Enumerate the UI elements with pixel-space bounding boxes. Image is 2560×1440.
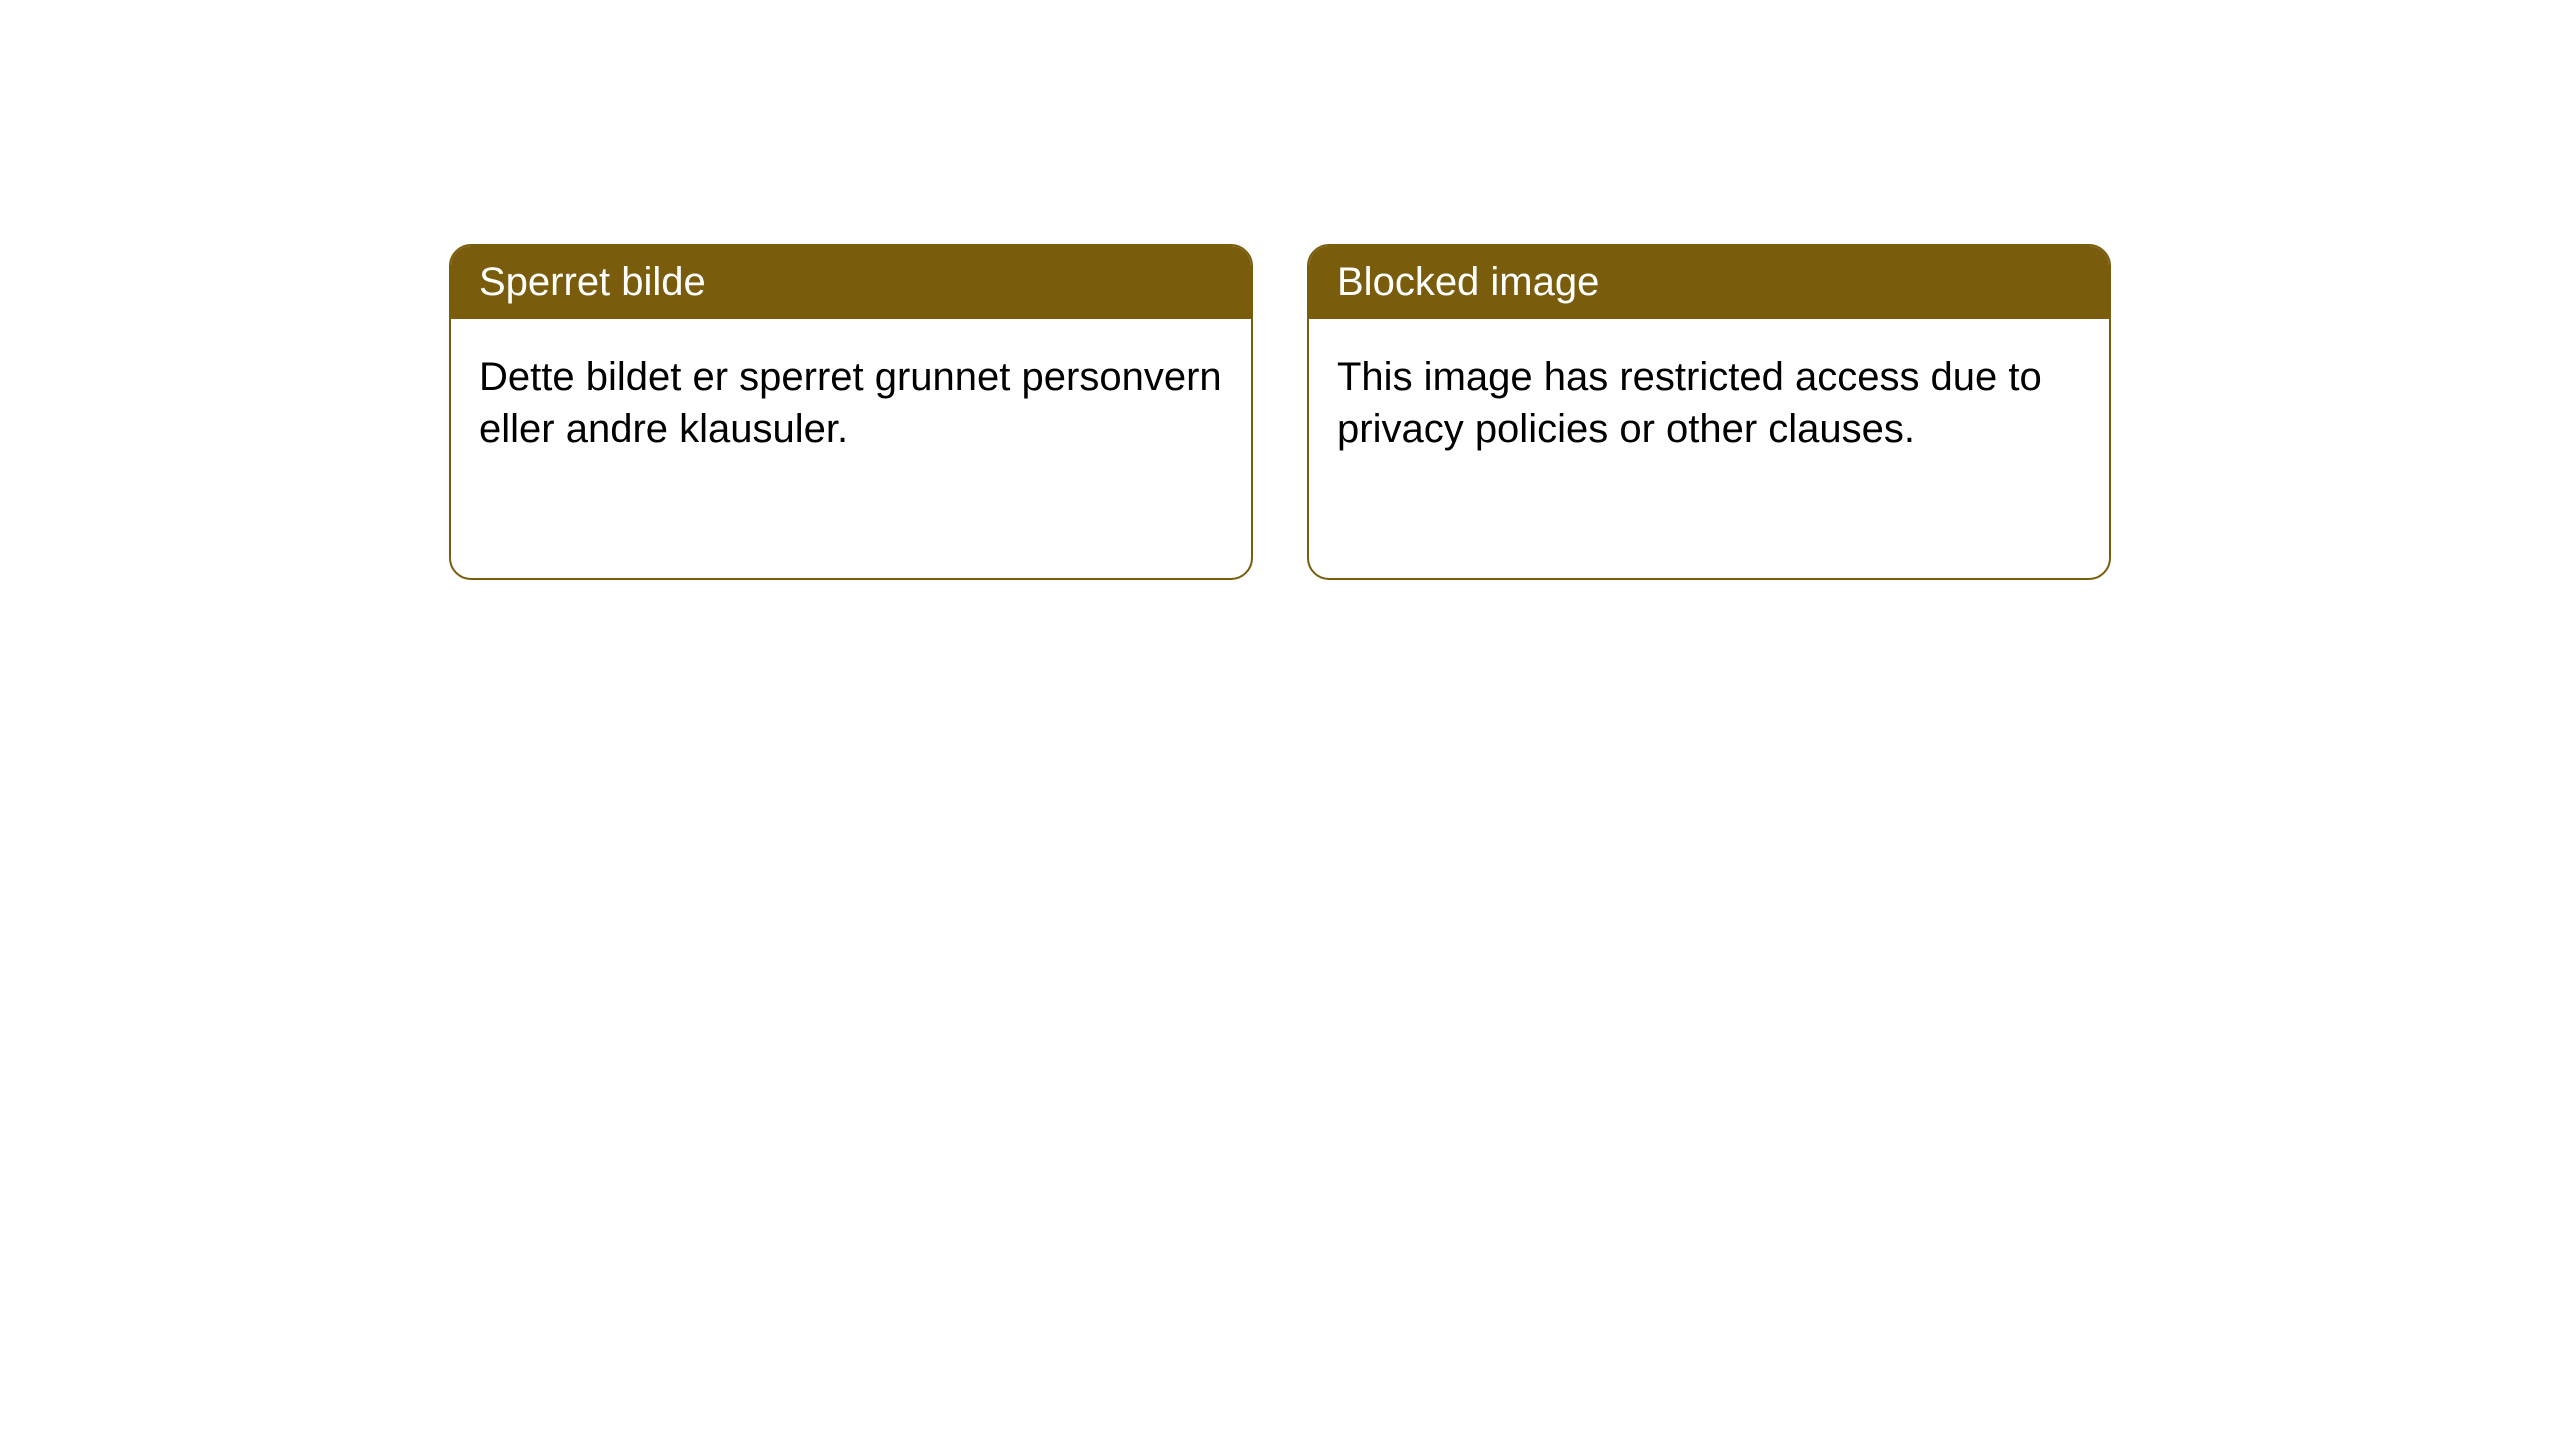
notice-box-en: Blocked image This image has restricted …: [1307, 244, 2111, 580]
notice-body-no: Dette bildet er sperret grunnet personve…: [451, 319, 1251, 487]
notice-text-no: Dette bildet er sperret grunnet personve…: [479, 355, 1222, 451]
notice-title-no: Sperret bilde: [479, 260, 706, 304]
notice-title-en: Blocked image: [1337, 260, 1599, 304]
notice-box-no: Sperret bilde Dette bildet er sperret gr…: [449, 244, 1253, 580]
notice-header-en: Blocked image: [1309, 246, 2109, 319]
notice-header-no: Sperret bilde: [451, 246, 1251, 319]
notice-text-en: This image has restricted access due to …: [1337, 355, 2042, 451]
notice-container: Sperret bilde Dette bildet er sperret gr…: [0, 0, 2560, 580]
notice-body-en: This image has restricted access due to …: [1309, 319, 2109, 487]
